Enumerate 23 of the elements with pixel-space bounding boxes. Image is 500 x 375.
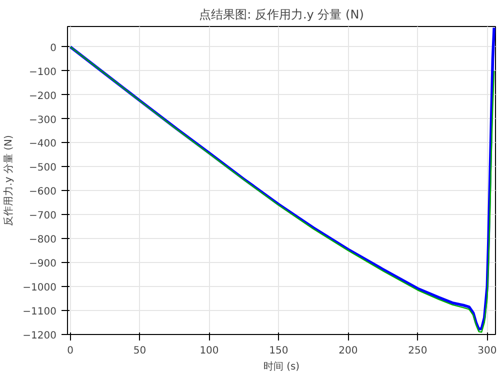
y-tick-label: −700 bbox=[29, 210, 57, 222]
y-tick-label: −900 bbox=[29, 258, 57, 270]
y-tick-label: −800 bbox=[29, 234, 57, 246]
x-tick-label: 50 bbox=[133, 346, 146, 356]
x-tick-label: 0 bbox=[67, 346, 74, 356]
x-tick-label: 250 bbox=[408, 346, 428, 356]
x-tick-label: 100 bbox=[200, 346, 219, 356]
y-tick-label: −400 bbox=[29, 138, 57, 150]
y-tick-label: −1100 bbox=[22, 306, 56, 318]
x-tick-label: 150 bbox=[269, 346, 288, 356]
y-tick-label: −500 bbox=[29, 162, 57, 174]
y-tick-label: −300 bbox=[29, 114, 57, 126]
y-tick-label: −600 bbox=[29, 186, 57, 198]
y-tick-label: −1200 bbox=[22, 330, 56, 342]
chart-title: 点结果图: 反作用力.y 分量 (N) bbox=[199, 8, 364, 22]
y-tick-label: 0 bbox=[50, 42, 57, 54]
y-axis-title: 反作用力.y 分量 (N) bbox=[2, 135, 15, 226]
x-axis-title: 时间 (s) bbox=[263, 360, 300, 372]
y-tick-label: −100 bbox=[29, 66, 57, 78]
x-tick-label: 300 bbox=[478, 346, 497, 356]
x-tick-label: 200 bbox=[338, 346, 358, 356]
y-tick-label: −200 bbox=[29, 90, 57, 102]
y-tick-label: −1000 bbox=[22, 282, 56, 294]
